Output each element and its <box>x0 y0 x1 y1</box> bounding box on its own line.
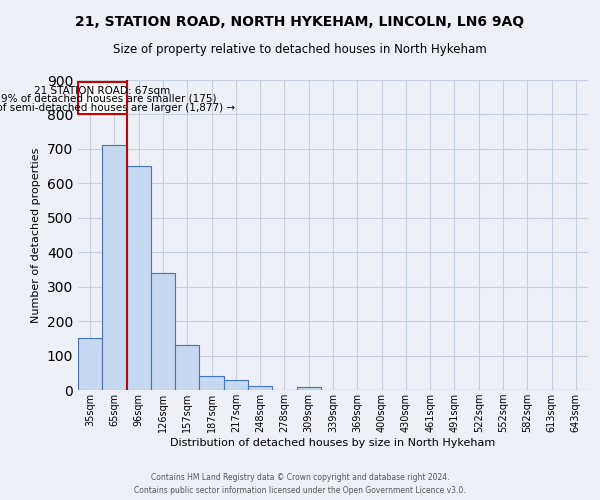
Text: 21 STATION ROAD: 67sqm: 21 STATION ROAD: 67sqm <box>34 86 170 97</box>
Y-axis label: Number of detached properties: Number of detached properties <box>31 148 41 322</box>
FancyBboxPatch shape <box>78 82 127 114</box>
Bar <box>224 380 248 390</box>
Text: Contains HM Land Registry data © Crown copyright and database right 2024.: Contains HM Land Registry data © Crown c… <box>151 474 449 482</box>
Bar <box>175 345 199 390</box>
Bar <box>151 273 175 390</box>
Text: Size of property relative to detached houses in North Hykeham: Size of property relative to detached ho… <box>113 42 487 56</box>
Bar <box>102 146 127 390</box>
Bar <box>78 338 102 390</box>
Bar <box>296 386 321 390</box>
Bar <box>199 376 224 390</box>
Text: 91% of semi-detached houses are larger (1,877) →: 91% of semi-detached houses are larger (… <box>0 102 235 113</box>
Bar <box>127 166 151 390</box>
Text: ← 9% of detached houses are smaller (175): ← 9% of detached houses are smaller (175… <box>0 94 216 104</box>
Text: 21, STATION ROAD, NORTH HYKEHAM, LINCOLN, LN6 9AQ: 21, STATION ROAD, NORTH HYKEHAM, LINCOLN… <box>76 15 524 29</box>
Bar <box>248 386 272 390</box>
Text: Contains public sector information licensed under the Open Government Licence v3: Contains public sector information licen… <box>134 486 466 495</box>
X-axis label: Distribution of detached houses by size in North Hykeham: Distribution of detached houses by size … <box>170 438 496 448</box>
